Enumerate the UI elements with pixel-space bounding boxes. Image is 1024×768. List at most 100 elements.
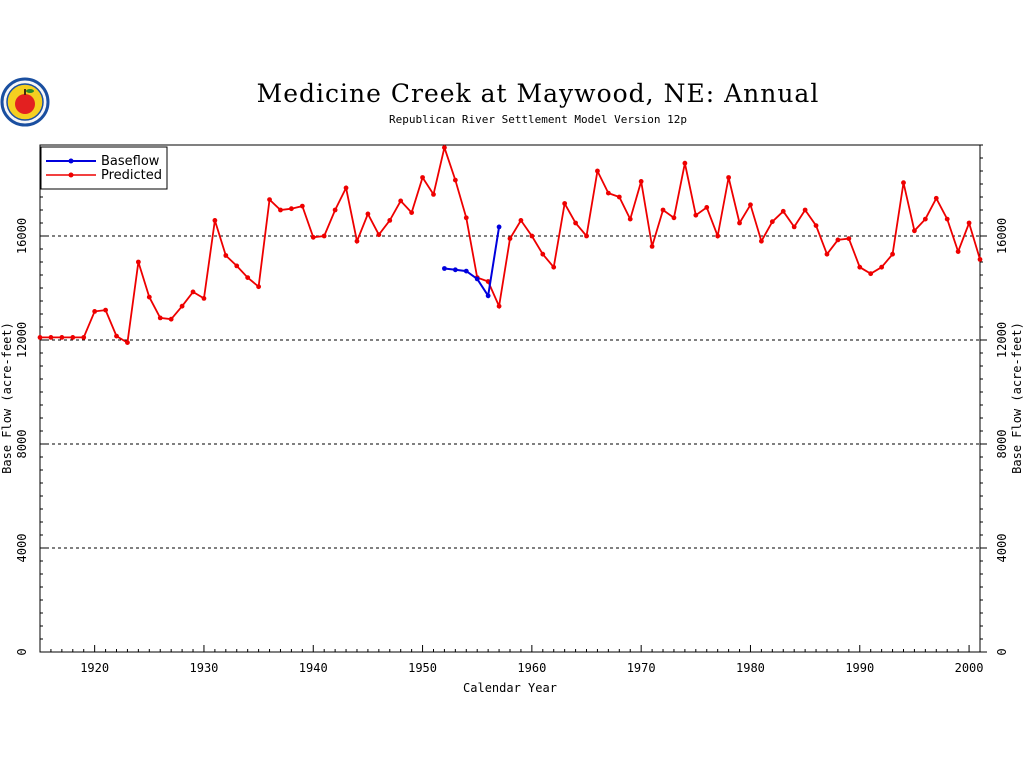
- data-point-predicted: [912, 228, 917, 234]
- chart-subtitle: Republican River Settlement Model Versio…: [389, 113, 687, 126]
- data-point-predicted: [267, 197, 272, 203]
- data-point-predicted: [81, 335, 87, 340]
- data-point-baseflow: [442, 266, 447, 271]
- data-point-predicted: [922, 216, 928, 222]
- data-point-predicted: [103, 307, 108, 313]
- y-axis-label-right: Base Flow (acre-feet): [1010, 322, 1024, 474]
- legend-box: [40, 146, 168, 190]
- data-point-predicted: [758, 238, 764, 244]
- x-tick-label: 1930: [190, 661, 219, 675]
- y-tick-label-left: 4000: [15, 534, 29, 563]
- data-point-predicted: [442, 145, 447, 151]
- x-tick-label: 1990: [845, 661, 874, 675]
- data-point-predicted: [627, 216, 633, 222]
- data-point-predicted: [48, 335, 54, 340]
- data-point-predicted: [748, 202, 753, 208]
- legend: Baseflow Predicted: [40, 146, 168, 190]
- data-point-predicted: [431, 192, 436, 197]
- data-point-predicted: [977, 257, 983, 262]
- data-point-predicted: [70, 335, 76, 340]
- y-tick-label-left: 0: [15, 648, 29, 655]
- x-tick-label: 1970: [627, 661, 656, 675]
- x-tick-label: 1980: [736, 661, 765, 675]
- apple-seal-logo-icon: [0, 77, 50, 127]
- data-point-predicted: [660, 207, 666, 213]
- data-point-predicted: [901, 180, 906, 186]
- data-point-predicted: [168, 316, 174, 322]
- x-tick-label: 1960: [517, 661, 546, 675]
- data-point-predicted: [846, 236, 852, 242]
- data-point-predicted: [857, 264, 863, 270]
- data-point-predicted: [157, 315, 163, 321]
- y-tick-label-right: 12000: [995, 322, 1009, 358]
- data-point-predicted: [518, 218, 524, 223]
- y-tick-label-left: 16000: [15, 218, 29, 254]
- data-point-predicted: [551, 264, 557, 270]
- data-point-predicted: [420, 175, 425, 180]
- data-point-predicted: [376, 232, 382, 238]
- axis-ticks: 1920 1930 1940 1950 1960 1970 1980 1990 2000 0 0 40…: [15, 144, 1009, 675]
- data-point-predicted: [496, 303, 502, 309]
- y-tick-label-right: 8000: [995, 430, 1009, 459]
- data-point-predicted: [605, 190, 611, 196]
- data-point-predicted: [824, 251, 830, 257]
- y-tick-label-left: 12000: [15, 322, 29, 358]
- data-point-predicted: [507, 236, 513, 242]
- data-point-predicted: [299, 203, 305, 209]
- data-point-predicted: [573, 220, 578, 226]
- data-point-predicted: [638, 179, 644, 184]
- data-point-predicted: [59, 335, 65, 340]
- data-point-predicted: [463, 215, 469, 221]
- legend-predicted-marker: [68, 172, 74, 178]
- y-axis-label-left: Base Flow (acre-feet): [0, 322, 14, 474]
- y-tick-label-right: 0: [995, 648, 1009, 655]
- plot-area: [39, 144, 981, 653]
- data-point-predicted: [682, 160, 688, 166]
- data-point-predicted: [332, 207, 338, 213]
- data-point-predicted: [649, 244, 655, 249]
- data-point-predicted: [616, 194, 622, 200]
- data-point-predicted: [135, 259, 141, 265]
- data-point-predicted: [966, 220, 972, 226]
- data-point-predicted: [146, 294, 152, 300]
- data-point-predicted: [365, 211, 371, 217]
- data-point-predicted: [802, 207, 808, 213]
- data-point-predicted: [256, 284, 262, 290]
- data-point-baseflow: [474, 276, 480, 282]
- data-point-predicted: [737, 220, 742, 226]
- data-point-predicted: [234, 263, 240, 269]
- data-point-predicted: [310, 234, 316, 240]
- data-point-predicted: [933, 195, 939, 201]
- y-tick-label-right: 16000: [995, 218, 1009, 254]
- data-point-predicted: [288, 206, 294, 212]
- data-point-predicted: [529, 233, 535, 239]
- data-point-predicted: [704, 205, 710, 210]
- legend-baseflow-marker: [68, 158, 74, 164]
- x-tick-label: 1950: [408, 661, 437, 675]
- data-point-predicted: [92, 309, 98, 314]
- data-point-baseflow: [463, 268, 469, 274]
- y-tick-label-right: 4000: [995, 534, 1009, 563]
- chart-title: Medicine Creek at Maywood, NE: Annual: [257, 79, 820, 108]
- data-point-predicted: [278, 207, 283, 213]
- data-point-predicted: [562, 201, 568, 206]
- data-point-predicted: [212, 218, 218, 223]
- data-point-predicted: [944, 216, 950, 222]
- data-point-predicted: [452, 177, 458, 183]
- series-line-predicted: [40, 144, 981, 345]
- data-point-predicted: [245, 275, 251, 280]
- x-axis-label: Calendar Year: [463, 681, 557, 695]
- data-point-predicted: [791, 224, 797, 230]
- data-point-predicted: [223, 253, 229, 258]
- data-point-predicted: [114, 333, 119, 339]
- data-point-predicted: [125, 340, 130, 345]
- data-point-predicted: [769, 219, 775, 225]
- grid-lines: [40, 235, 980, 549]
- data-point-predicted: [201, 296, 207, 301]
- data-point-predicted: [835, 237, 841, 243]
- data-point-predicted: [726, 175, 732, 180]
- data-point-predicted: [409, 210, 415, 216]
- data-point-predicted: [715, 233, 721, 239]
- data-point-predicted: [321, 233, 327, 239]
- x-tick-label: 1940: [299, 661, 328, 675]
